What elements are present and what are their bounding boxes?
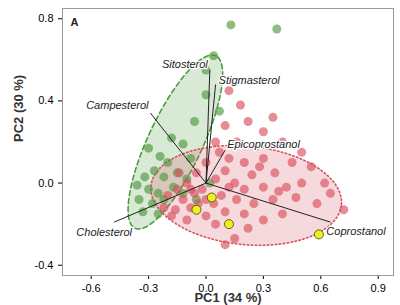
svg-text:0.6: 0.6 (313, 282, 328, 294)
svg-text:Campesterol: Campesterol (86, 99, 149, 111)
svg-text:Coprostanol: Coprostanol (326, 225, 386, 237)
svg-text:-0.3: -0.3 (139, 282, 158, 294)
svg-text:Epicoprostanol: Epicoprostanol (227, 138, 300, 150)
svg-text:A: A (71, 16, 79, 28)
svg-text:Sitosterol: Sitosterol (162, 58, 208, 70)
svg-text:0.0: 0.0 (38, 177, 53, 189)
svg-text:-0.6: -0.6 (82, 282, 101, 294)
svg-text:PC2 (30 %): PC2 (30 %) (11, 75, 26, 142)
svg-text:-0.4: -0.4 (35, 259, 54, 271)
svg-text:PC1 (34 %): PC1 (34 %) (194, 290, 261, 305)
svg-text:0.3: 0.3 (255, 282, 271, 295)
svg-text:0.8: 0.8 (38, 12, 53, 24)
svg-text:0.0: 0.0 (198, 282, 214, 295)
svg-text:0.4: 0.4 (38, 94, 53, 106)
svg-text:0.9: 0.9 (371, 282, 386, 294)
svg-text:Stigmasterol: Stigmasterol (219, 74, 281, 86)
svg-text:Cholesterol: Cholesterol (76, 226, 132, 238)
